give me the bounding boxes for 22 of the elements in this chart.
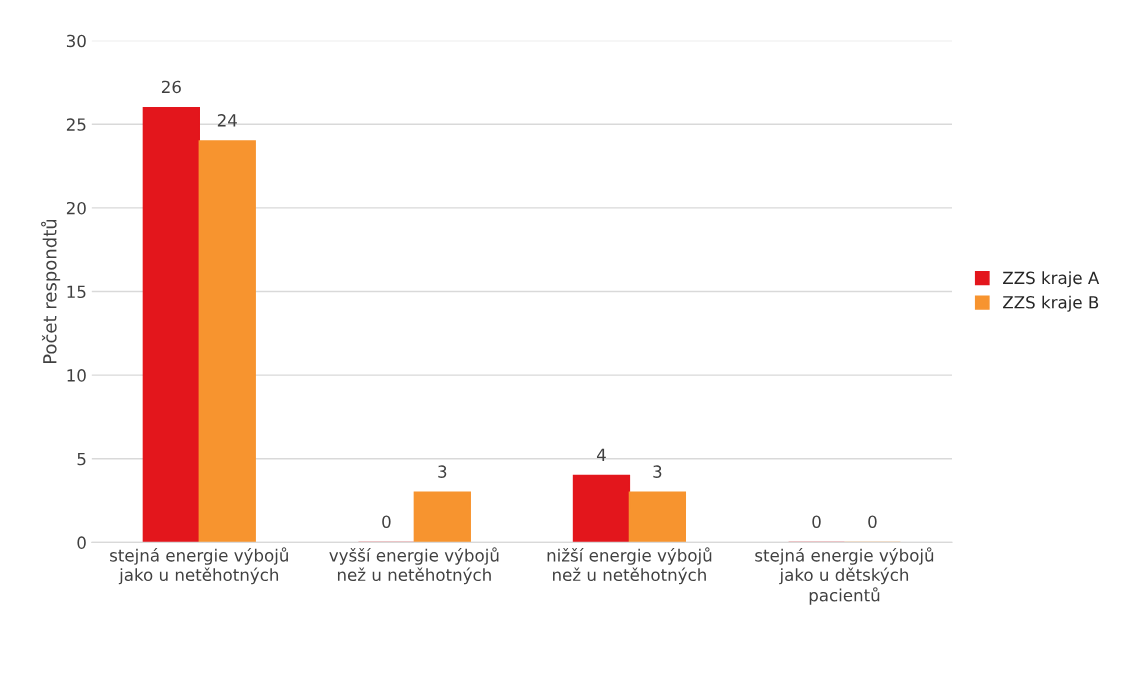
y-axis-title: Počet respondtů [41,219,61,364]
y-tick-label: 5 [77,452,86,466]
y-tick-label: 15 [67,285,86,299]
data-label: 26 [161,80,181,94]
data-label: 0 [382,515,391,529]
data-label: 0 [812,515,821,529]
x-tick-label: nižší energie výbojů než u netěhotných [547,547,712,585]
data-label: 3 [653,465,662,478]
x-tick-label: stejná energie výbojů jako u netěhotných [110,547,288,585]
y-tick-label: 0 [77,536,86,549]
legend-label: ZZS kraje B [1003,295,1099,312]
data-label: 3 [438,465,447,478]
x-tick-label: vyšší energie výbojů než u netěhotných [329,547,499,585]
y-tick-label: 30 [66,34,86,48]
legend-label: ZZS kraje A [1003,271,1100,288]
y-tick-label: 25 [66,118,86,131]
data-label: 0 [868,515,877,529]
y-tick-label: 20 [66,201,86,215]
data-label: 4 [596,448,606,461]
y-tick-label: 10 [67,369,86,382]
x-tick-label: stejná energie výbojů jako u dětských pacientů [755,547,934,605]
data-label: 24 [217,114,237,127]
